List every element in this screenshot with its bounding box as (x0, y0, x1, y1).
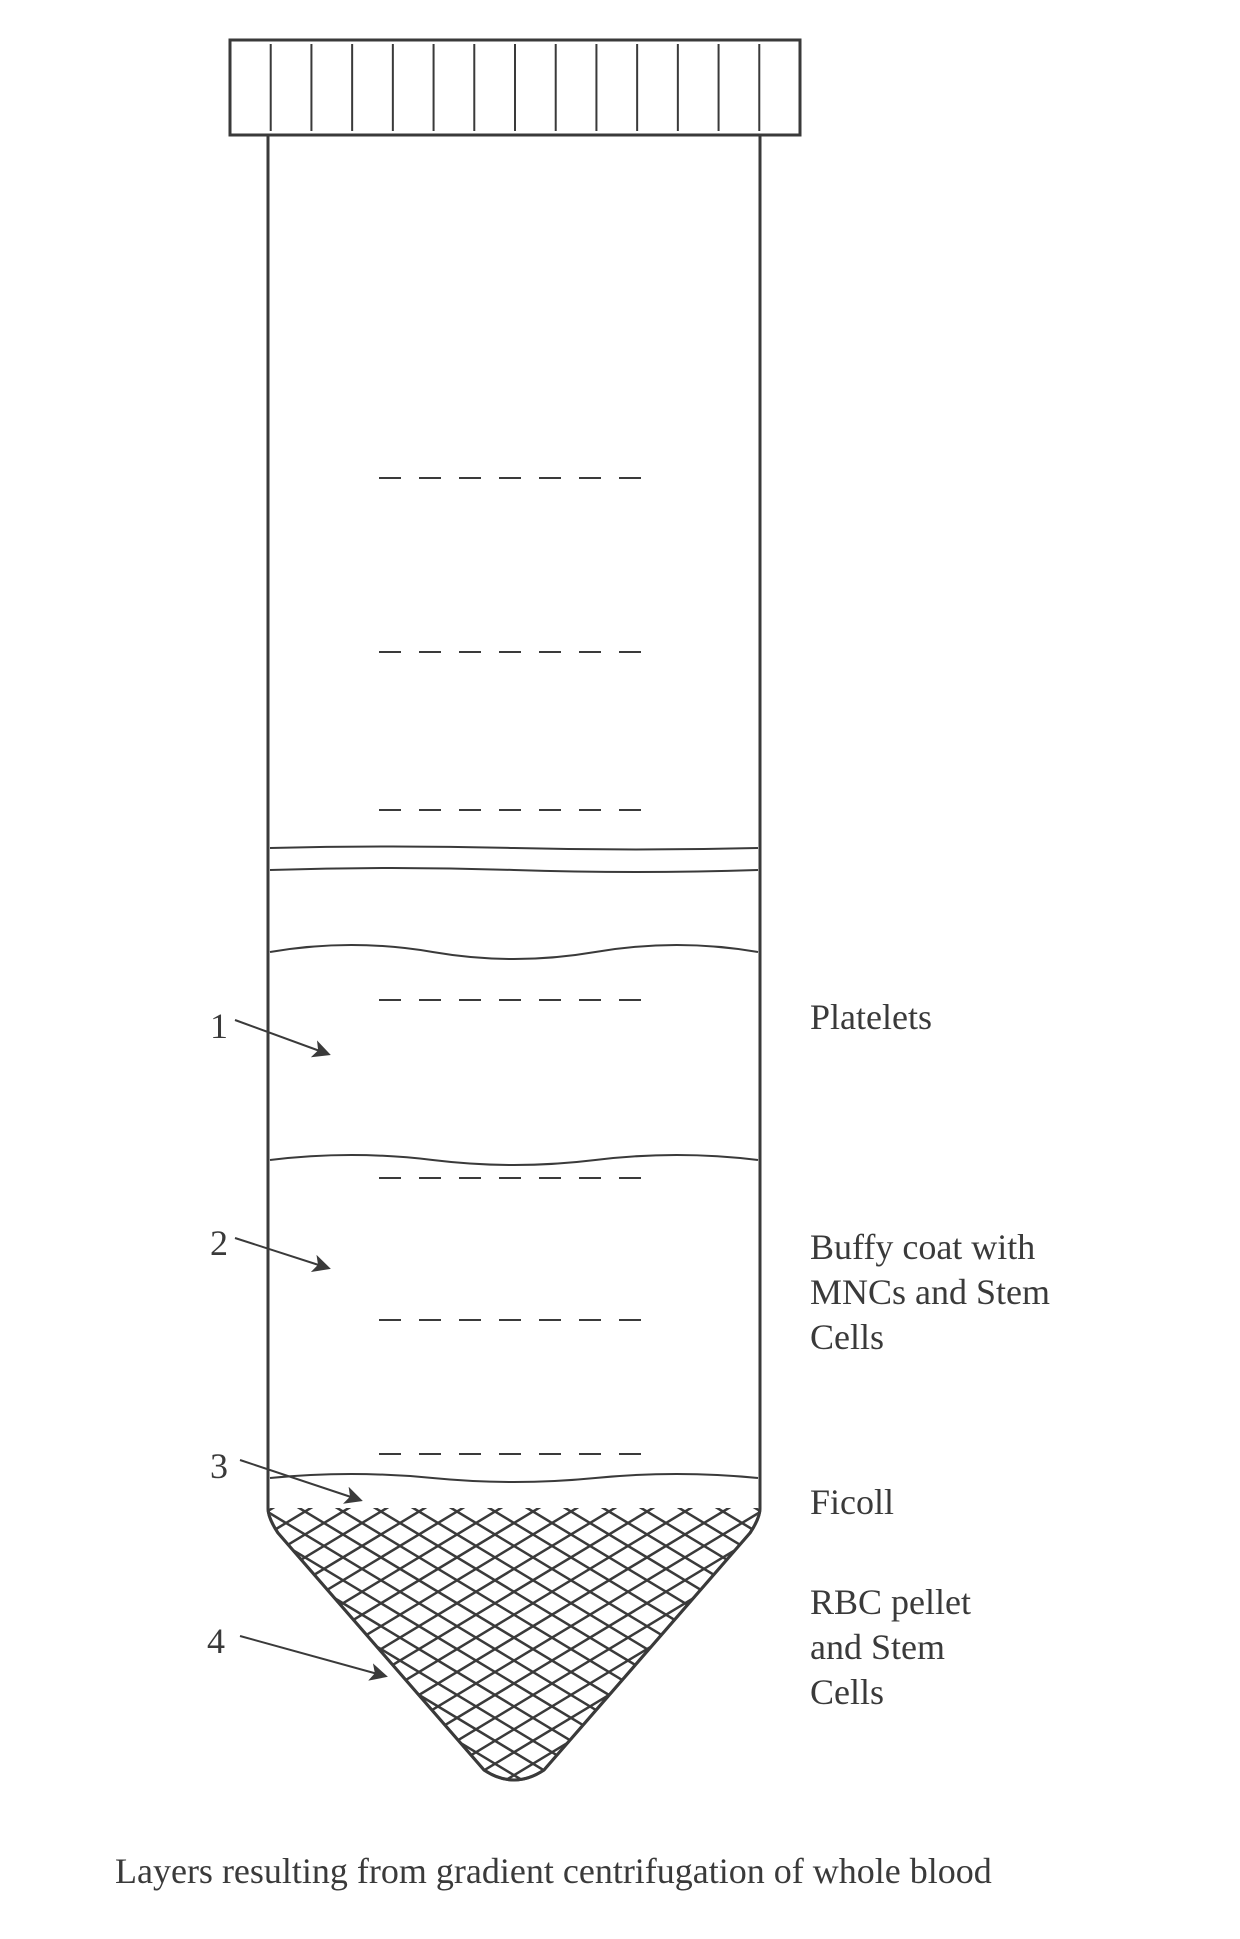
layer-label: Ficoll (810, 1480, 894, 1525)
reference-number: 4 (207, 1620, 225, 1662)
reference-number: 1 (210, 1005, 228, 1047)
diagram-svg (0, 0, 1240, 1939)
reference-number: 3 (210, 1445, 228, 1487)
figure-caption: Layers resulting from gradient centrifug… (115, 1850, 992, 1892)
figure-page: Platelets Buffy coat with MNCs and Stem C… (0, 0, 1240, 1939)
layer-label: Buffy coat with MNCs and Stem Cells (810, 1225, 1050, 1360)
reference-number: 2 (210, 1222, 228, 1264)
layer-label: Platelets (810, 995, 932, 1040)
layer-label: RBC pellet and Stem Cells (810, 1580, 971, 1715)
